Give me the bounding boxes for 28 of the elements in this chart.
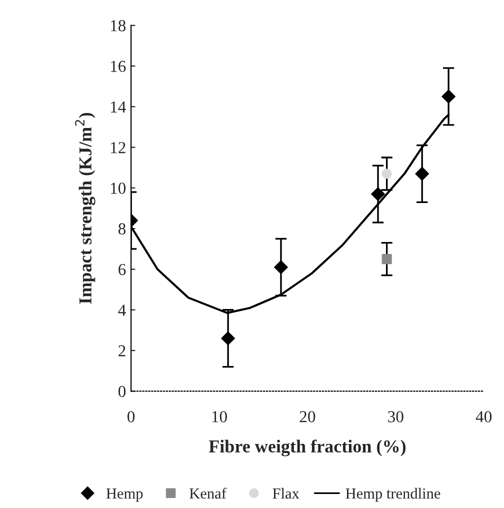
- y-tick-label: 4: [118, 304, 126, 316]
- y-tick-label: 10: [110, 182, 126, 194]
- x-tick-label: 0: [128, 411, 135, 422]
- point: [274, 260, 288, 274]
- y-tick-label: 6: [118, 264, 126, 276]
- y-axis-title: Impact strength (KJ/m$^{2}$): [75, 112, 96, 304]
- legend-label: Kenaf: [190, 488, 226, 499]
- x-axis-title: Fibre weigth fraction (%): [208, 440, 406, 456]
- legend-label: Hemp: [106, 488, 143, 502]
- point: [382, 168, 392, 179]
- y-tick-label: 0: [118, 386, 126, 398]
- y-tick-label: 14: [110, 101, 126, 112]
- x-tick-label: 20: [300, 411, 316, 422]
- y-tick-label: 2: [118, 345, 126, 356]
- x-tick-label: 40: [476, 411, 492, 422]
- point: [221, 331, 236, 346]
- y-tick-label: 12: [110, 142, 126, 154]
- legend-label: Hemp trendline: [346, 488, 440, 502]
- point: [382, 254, 392, 264]
- x-tick-label: 10: [212, 411, 227, 422]
- y-tick-label: 16: [110, 60, 126, 72]
- point: [415, 166, 430, 181]
- point: [371, 187, 385, 202]
- y-tick-label: 8: [118, 223, 126, 235]
- legend-label: Flax: [272, 488, 300, 499]
- x-tick-label: 30: [388, 411, 404, 422]
- point: [442, 90, 456, 104]
- y-tick-label: 18: [110, 20, 126, 32]
